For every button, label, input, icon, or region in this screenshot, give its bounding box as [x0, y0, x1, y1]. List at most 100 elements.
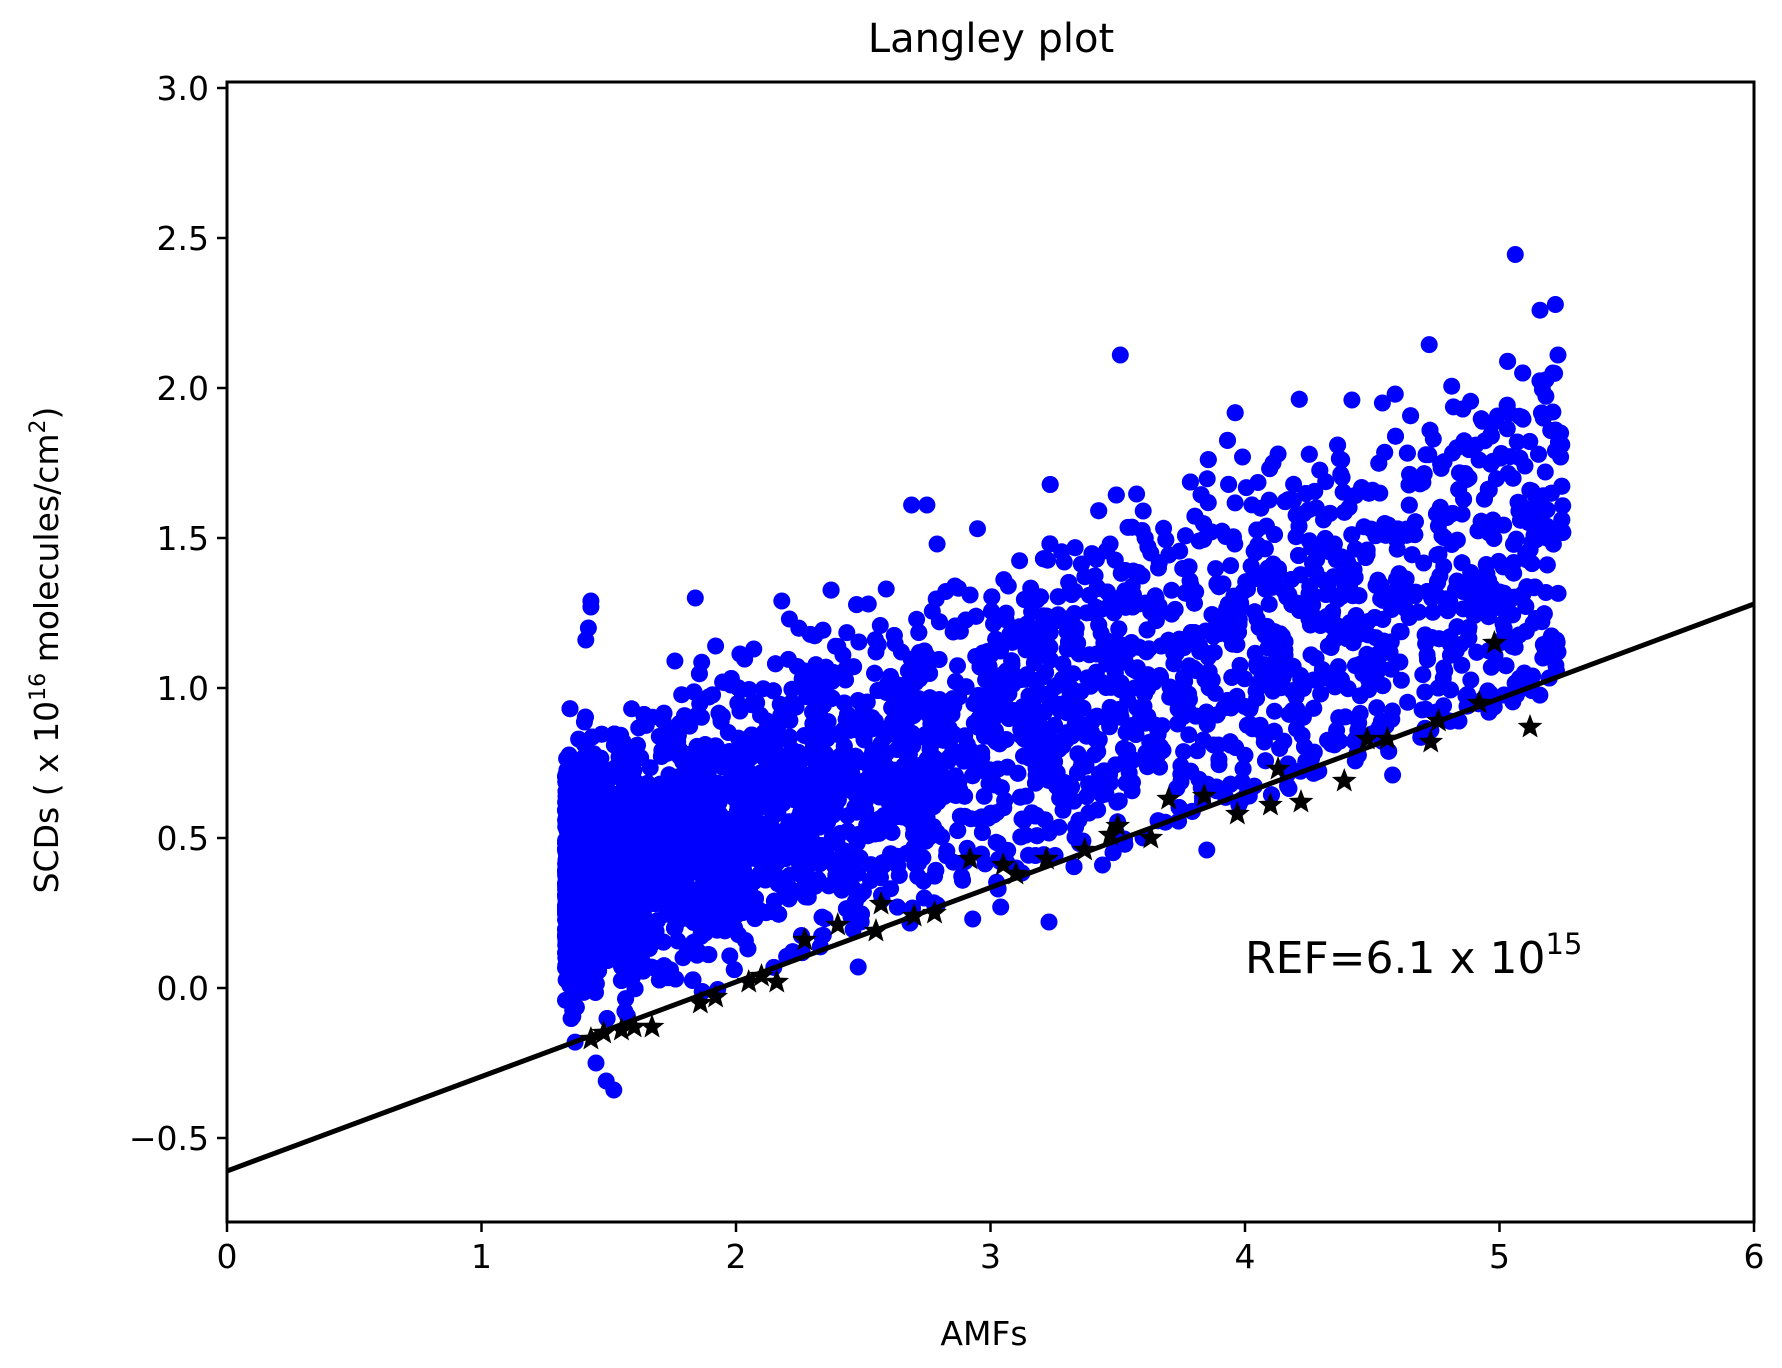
scatter-point [1027, 722, 1045, 740]
scatter-point [1088, 707, 1106, 725]
scatter-point [1028, 827, 1046, 845]
scatter-point [890, 866, 908, 884]
scatter-point [690, 665, 708, 683]
scatter-point [927, 861, 945, 879]
scatter-point [835, 842, 853, 860]
scatter-point [1067, 619, 1085, 637]
scatter-point [1063, 778, 1081, 796]
scatter-point [659, 723, 677, 741]
scatter-point [1226, 494, 1244, 512]
scatter-point [680, 849, 697, 867]
scatter-point [1303, 749, 1321, 767]
scatter-point [739, 940, 757, 958]
scatter-point [1429, 679, 1447, 697]
scatter-point [1400, 496, 1418, 514]
scatter-point [1477, 556, 1495, 574]
scatter-point [567, 998, 585, 1016]
scatter-point [1200, 663, 1218, 681]
scatter-point [883, 823, 901, 841]
scatter-point [1290, 517, 1308, 535]
scatter-point [1498, 396, 1516, 414]
scatter-point [1105, 604, 1123, 622]
scatter-point [623, 839, 641, 857]
scatter-point [1169, 715, 1186, 733]
scatter-point [982, 804, 1000, 822]
scatter-point [871, 617, 889, 634]
scatter-point [1027, 644, 1045, 661]
scatter-point [916, 762, 934, 780]
scatter-point [1138, 758, 1156, 776]
scatter-point [809, 871, 827, 888]
scatter-point [1260, 595, 1278, 613]
scatter-point [1257, 580, 1274, 598]
scatter-point [1416, 683, 1434, 701]
scatter-point [1000, 685, 1018, 703]
scatter-point [1034, 668, 1052, 686]
scatter-point [1497, 657, 1515, 675]
scatter-point [700, 770, 718, 788]
scatter-point [1499, 352, 1517, 370]
scatter-point [613, 741, 631, 759]
scatter-point [710, 784, 728, 802]
scatter-point [882, 668, 899, 685]
scatter-point [824, 806, 842, 824]
scatter-point [1003, 656, 1021, 673]
scatter-point [938, 847, 956, 865]
scatter-point [909, 867, 927, 885]
scatter-point [1290, 547, 1307, 564]
scatter-point [1432, 455, 1450, 473]
scatter-point [1373, 645, 1391, 663]
scatter-point [1089, 733, 1107, 751]
scatter-point [1379, 516, 1397, 534]
scatter-point [975, 787, 993, 805]
scatter-point [956, 787, 974, 805]
scatter-point [839, 769, 857, 787]
scatter-point [1049, 588, 1067, 606]
scatter-point [1301, 616, 1319, 634]
scatter-point [1369, 571, 1387, 589]
scatter-point [1380, 585, 1398, 603]
scatter-point [1041, 692, 1059, 710]
scatter-point [1521, 433, 1539, 450]
scatter-point [625, 947, 643, 965]
scatter-point [1074, 699, 1092, 717]
scatter-point [1110, 620, 1128, 638]
scatter-point [837, 660, 855, 678]
scatter-point [1338, 561, 1356, 579]
scatter-point [1344, 634, 1362, 652]
scatter-point [1333, 548, 1350, 566]
scatter-point [987, 833, 1005, 851]
scatter-point [1305, 699, 1323, 717]
scatter-point [1353, 479, 1371, 497]
scatter-point [1443, 377, 1461, 395]
scatter-point [967, 607, 985, 625]
scatter-point [1538, 501, 1556, 519]
scatter-point [1194, 731, 1212, 749]
scatter-point [590, 962, 608, 980]
scatter-point [1072, 555, 1090, 573]
scatter-point [908, 610, 926, 628]
scatter-point [759, 834, 776, 852]
scatter-point [813, 908, 831, 926]
scatter-point [1554, 497, 1572, 515]
scatter-point [1322, 735, 1340, 753]
scatter-point [778, 730, 795, 748]
scatter-point [888, 727, 906, 745]
scatter-point [1166, 600, 1184, 618]
scatter-point [1312, 570, 1330, 588]
scatter-point [1391, 623, 1409, 640]
scatter-point [1041, 638, 1059, 656]
scatter-point [896, 739, 914, 757]
scatter-point [1300, 501, 1318, 519]
scatter-point [949, 657, 966, 675]
scatter-point [812, 805, 830, 822]
scatter-point [992, 779, 1010, 797]
scatter-point [990, 705, 1008, 723]
scatter-point [1180, 657, 1198, 675]
scatter-point [748, 694, 766, 712]
scatter-point [1077, 757, 1095, 775]
scatter-point [885, 627, 903, 644]
scatter-point [1392, 671, 1410, 689]
scatter-point [810, 727, 828, 745]
scatter-point [1147, 612, 1165, 629]
